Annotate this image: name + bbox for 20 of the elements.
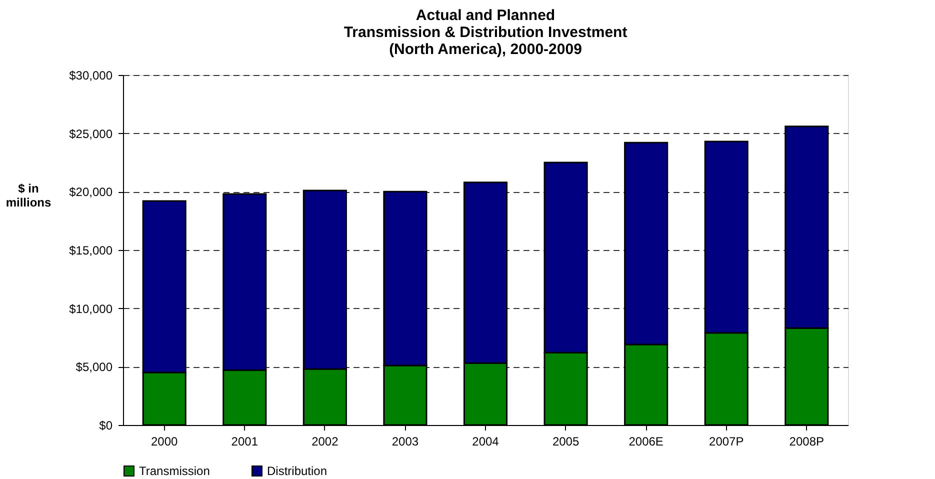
x-tick-label: 2004 [472,434,500,448]
y-tick-label: $5,000 [76,360,113,374]
legend-label: Transmission [139,464,210,478]
y-tick-label: $0 [99,418,113,432]
chart-title: Actual and Planned Transmission & Distribution Investment (North America), 2000-2009 [344,7,628,58]
y-tick-label: $10,000 [69,302,113,316]
y-tick-label: $20,000 [69,185,113,200]
x-tick-label: 2008P [789,434,824,448]
y-tick-label: $25,000 [69,126,113,141]
y-axis-title: $ in millions [6,182,52,210]
x-tick-label: 2007P [709,434,744,448]
x-tick-label: 2003 [392,434,419,448]
x-tick-label: 2001 [231,434,258,448]
y-tick-label: $15,000 [69,244,113,258]
legend-label: Distribution [267,464,328,478]
y-tick-label: $30,000 [69,68,113,82]
x-tick-label: 2005 [552,434,580,448]
x-tick-label: 2002 [312,434,339,448]
x-tick-label: 2006E [628,434,664,448]
x-tick-label: 2000 [150,434,178,448]
